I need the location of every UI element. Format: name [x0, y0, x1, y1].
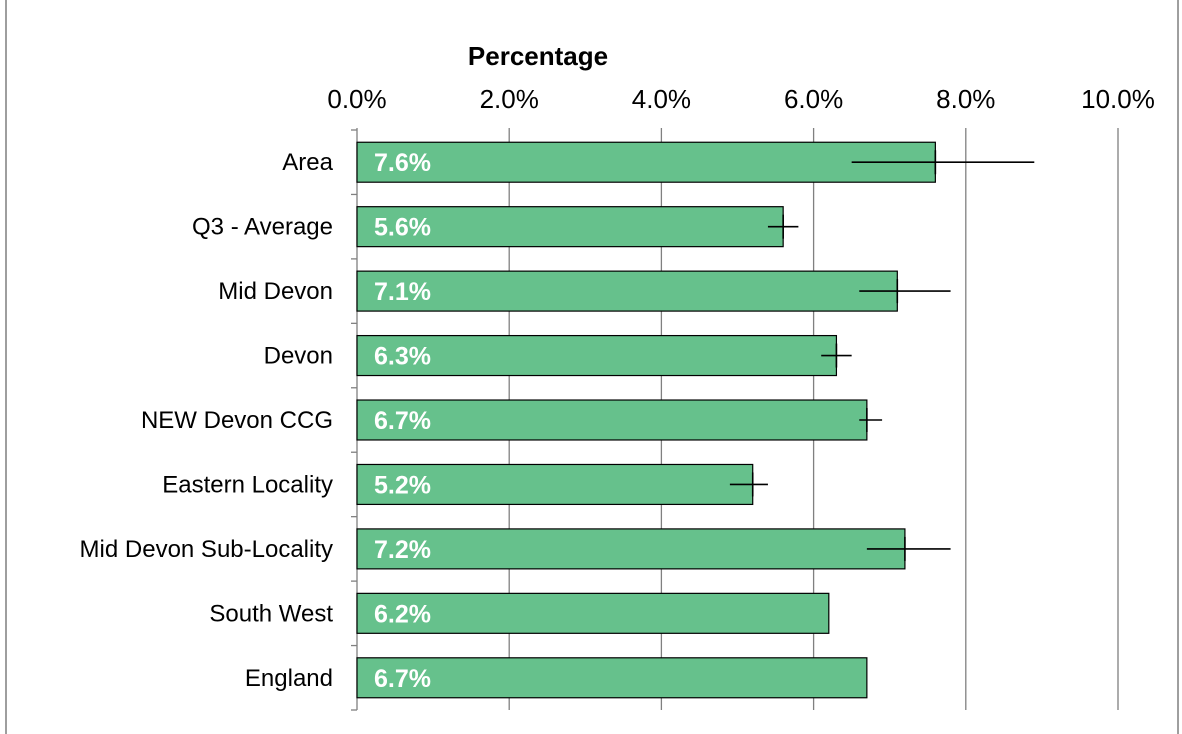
x-tick-label: 10.0% [1081, 84, 1155, 114]
category-label: Q3 - Average [192, 214, 333, 241]
bar [356, 141, 936, 183]
labels: 0.0% 2.0% 4.0% 6.0% 8.0% 10.0% Area 7.6% Q3 - Av… [80, 84, 1155, 693]
x-tick-label: 0.0% [327, 84, 386, 114]
data-label: 5.2% [374, 471, 431, 499]
bar [356, 270, 898, 312]
error-bars [729, 150, 1035, 561]
category-label: Mid Devon [218, 278, 333, 305]
bars [356, 141, 936, 699]
chart-border [5, 0, 1179, 734]
bar [356, 592, 830, 634]
x-tick-label: 6.0% [784, 84, 843, 114]
data-label: 7.6% [374, 149, 431, 177]
x-tick-label: 8.0% [936, 84, 995, 114]
category-label: Eastern Locality [162, 471, 333, 498]
data-label: 6.2% [374, 600, 431, 628]
data-label: 6.7% [374, 407, 431, 435]
bar [356, 657, 868, 699]
x-tick-label: 2.0% [480, 84, 539, 114]
x-axis-title: Percentage [468, 41, 608, 71]
bar [356, 399, 868, 441]
category-label: South West [209, 600, 333, 627]
category-label: NEW Devon CCG [141, 407, 333, 434]
data-label: 7.1% [374, 278, 431, 306]
x-tick-label: 4.0% [632, 84, 691, 114]
data-label: 5.6% [374, 214, 431, 242]
data-label: 6.3% [374, 343, 431, 371]
category-label: Devon [264, 343, 333, 370]
data-label: 6.7% [374, 665, 431, 693]
data-label: 7.2% [374, 536, 431, 564]
category-label: Area [282, 149, 333, 176]
bar [356, 528, 906, 570]
category-label: England [245, 665, 333, 692]
axis [351, 128, 358, 711]
category-label: Mid Devon Sub-Locality [80, 536, 333, 563]
